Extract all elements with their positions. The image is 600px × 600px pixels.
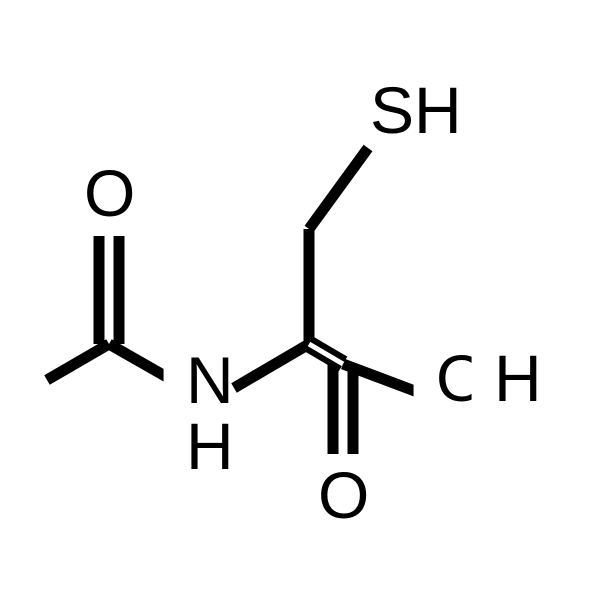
bond [234, 344, 309, 388]
bond [47, 344, 109, 380]
atom-label-O1: O [84, 156, 135, 230]
atom-label-N: N [186, 343, 234, 417]
chemical-structure: SHONHOOH [0, 0, 600, 600]
bond [309, 148, 368, 229]
atom-label-H_N: H [186, 409, 234, 483]
atom-label-O2: O [318, 458, 369, 532]
atom-label-SH: SH [370, 73, 462, 147]
atom-label-H_O: H [494, 341, 542, 415]
